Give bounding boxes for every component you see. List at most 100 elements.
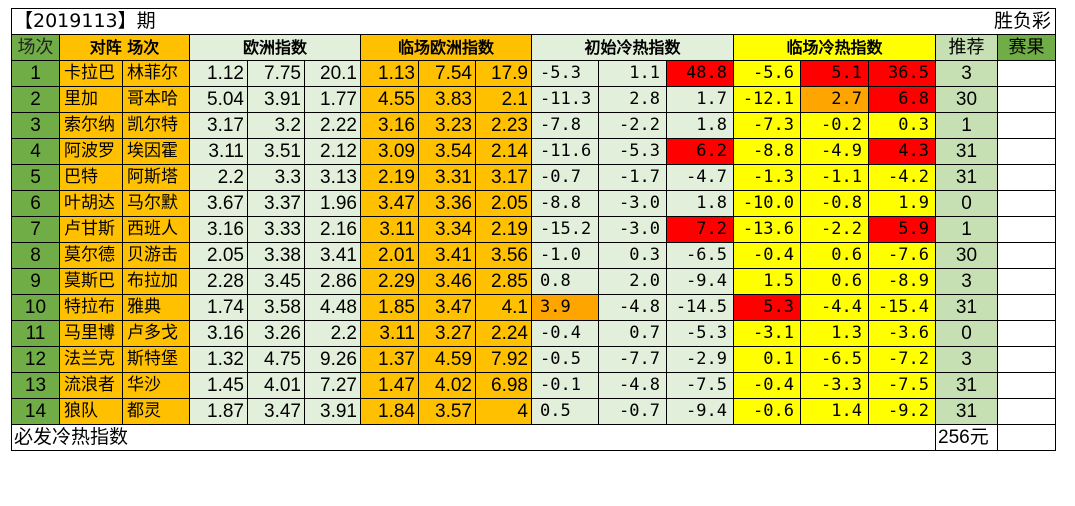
euro-win: 1.12 bbox=[189, 60, 248, 87]
init-hot-win: -1.0 bbox=[531, 242, 599, 269]
issue-title: 【2019113】期 bbox=[11, 8, 936, 35]
match-row: 7 卢甘斯 西班人 3.16 3.33 2.16 3.11 3.34 2.19 -15.2 -3.0… bbox=[11, 216, 1056, 243]
lottery-name: 胜负彩 bbox=[935, 8, 1056, 35]
init-hot-loss: -7.5 bbox=[666, 372, 734, 399]
init-hot-win: -11.3 bbox=[531, 86, 599, 113]
euro-draw: 3.91 bbox=[247, 86, 305, 113]
result bbox=[997, 138, 1056, 165]
euro-draw: 3.3 bbox=[247, 164, 305, 191]
home-team: 阿波罗 bbox=[59, 138, 123, 165]
live-hot-draw: -3.3 bbox=[800, 372, 869, 399]
recommend: 1 bbox=[935, 112, 998, 139]
recommend: 31 bbox=[935, 164, 998, 191]
home-team: 卢甘斯 bbox=[59, 216, 123, 243]
live-hot-win: -0.4 bbox=[733, 242, 801, 269]
header-live-euro: 临场欧洲指数 bbox=[360, 34, 532, 61]
match-row: 14 狼队 都灵 1.87 3.47 3.91 1.84 3.57 4 0.5 -0.7 -9.4 -0… bbox=[11, 398, 1056, 425]
live-euro-draw: 4.59 bbox=[418, 346, 476, 373]
live-euro-loss: 2.19 bbox=[475, 216, 532, 243]
recommend: 0 bbox=[935, 190, 998, 217]
home-team: 里加 bbox=[59, 86, 123, 113]
row-index: 10 bbox=[11, 294, 60, 321]
live-euro-loss: 2.24 bbox=[475, 320, 532, 347]
euro-win: 3.11 bbox=[189, 138, 248, 165]
recommend: 30 bbox=[935, 242, 998, 269]
init-hot-loss: -4.7 bbox=[666, 164, 734, 191]
away-team: 都灵 bbox=[122, 398, 190, 425]
live-hot-draw: -6.5 bbox=[800, 346, 869, 373]
live-hot-win: 0.1 bbox=[733, 346, 801, 373]
away-team: 贝游击 bbox=[122, 242, 190, 269]
match-row: 13 流浪者 华沙 1.45 4.01 7.27 1.47 4.02 6.98 -0.1 -4.8-… bbox=[11, 372, 1056, 399]
away-team: 斯特堡 bbox=[122, 346, 190, 373]
live-hot-draw: 5.1 bbox=[800, 60, 869, 87]
live-hot-win: -1.3 bbox=[733, 164, 801, 191]
live-hot-draw: -4.4 bbox=[800, 294, 869, 321]
init-hot-draw: -3.0 bbox=[598, 190, 667, 217]
home-team: 莫斯巴 bbox=[59, 268, 123, 295]
home-team: 卡拉巴 bbox=[59, 60, 123, 87]
euro-loss: 2.16 bbox=[304, 216, 361, 243]
live-euro-win: 1.47 bbox=[360, 372, 419, 399]
result bbox=[997, 320, 1056, 347]
header-euro: 欧洲指数 bbox=[189, 34, 361, 61]
match-row: 3 索尔纳 凯尔特 3.17 3.2 2.22 3.16 3.23 2.23 -7.8 -2.2 1.… bbox=[11, 112, 1056, 139]
match-row: 5 巴特 阿斯塔 2.2 3.3 3.13 2.19 3.31 3.17 -0.7 -1.7 -4.7… bbox=[11, 164, 1056, 191]
away-team: 林菲尔 bbox=[122, 60, 190, 87]
row-index: 8 bbox=[11, 242, 60, 269]
away-team: 哥本哈 bbox=[122, 86, 190, 113]
live-hot-win: -8.8 bbox=[733, 138, 801, 165]
away-team: 布拉加 bbox=[122, 268, 190, 295]
recommend: 31 bbox=[935, 294, 998, 321]
init-hot-win: -8.8 bbox=[531, 190, 599, 217]
header-matchup: 对阵 场次 bbox=[59, 34, 190, 61]
init-hot-win: -0.1 bbox=[531, 372, 599, 399]
row-index: 13 bbox=[11, 372, 60, 399]
init-hot-loss: 1.7 bbox=[666, 86, 734, 113]
live-euro-win: 1.84 bbox=[360, 398, 419, 425]
init-hot-loss: 1.8 bbox=[666, 190, 734, 217]
recommend: 3 bbox=[935, 346, 998, 373]
row-index: 11 bbox=[11, 320, 60, 347]
result bbox=[997, 346, 1056, 373]
init-hot-draw: -3.0 bbox=[598, 216, 667, 243]
euro-loss: 2.2 bbox=[304, 320, 361, 347]
live-euro-loss: 4 bbox=[475, 398, 532, 425]
result bbox=[997, 164, 1056, 191]
live-euro-win: 1.13 bbox=[360, 60, 419, 87]
recommend: 31 bbox=[935, 138, 998, 165]
away-team: 卢多戈 bbox=[122, 320, 190, 347]
euro-draw: 3.47 bbox=[247, 398, 305, 425]
live-euro-win: 4.55 bbox=[360, 86, 419, 113]
live-hot-loss: 6.8 bbox=[868, 86, 936, 113]
home-team: 流浪者 bbox=[59, 372, 123, 399]
live-euro-draw: 3.31 bbox=[418, 164, 476, 191]
euro-win: 2.05 bbox=[189, 242, 248, 269]
euro-win: 3.67 bbox=[189, 190, 248, 217]
result bbox=[997, 86, 1056, 113]
euro-loss: 1.96 bbox=[304, 190, 361, 217]
init-hot-draw: 0.3 bbox=[598, 242, 667, 269]
recommend: 31 bbox=[935, 398, 998, 425]
row-index: 14 bbox=[11, 398, 60, 425]
live-euro-loss: 2.1 bbox=[475, 86, 532, 113]
init-hot-loss: 1.8 bbox=[666, 112, 734, 139]
live-euro-win: 2.19 bbox=[360, 164, 419, 191]
live-hot-loss: -7.5 bbox=[868, 372, 936, 399]
live-hot-loss: -9.2 bbox=[868, 398, 936, 425]
result bbox=[997, 60, 1056, 87]
live-euro-win: 3.16 bbox=[360, 112, 419, 139]
live-hot-win: -10.0 bbox=[733, 190, 801, 217]
live-euro-loss: 4.1 bbox=[475, 294, 532, 321]
euro-loss: 9.26 bbox=[304, 346, 361, 373]
away-team: 雅典 bbox=[122, 294, 190, 321]
result bbox=[997, 294, 1056, 321]
euro-draw: 3.38 bbox=[247, 242, 305, 269]
euro-win: 2.28 bbox=[189, 268, 248, 295]
live-hot-draw: 2.7 bbox=[800, 86, 869, 113]
init-hot-loss: -9.4 bbox=[666, 398, 734, 425]
home-team: 叶胡达 bbox=[59, 190, 123, 217]
euro-draw: 4.75 bbox=[247, 346, 305, 373]
init-hot-draw: -0.7 bbox=[598, 398, 667, 425]
init-hot-loss: -14.5 bbox=[666, 294, 734, 321]
